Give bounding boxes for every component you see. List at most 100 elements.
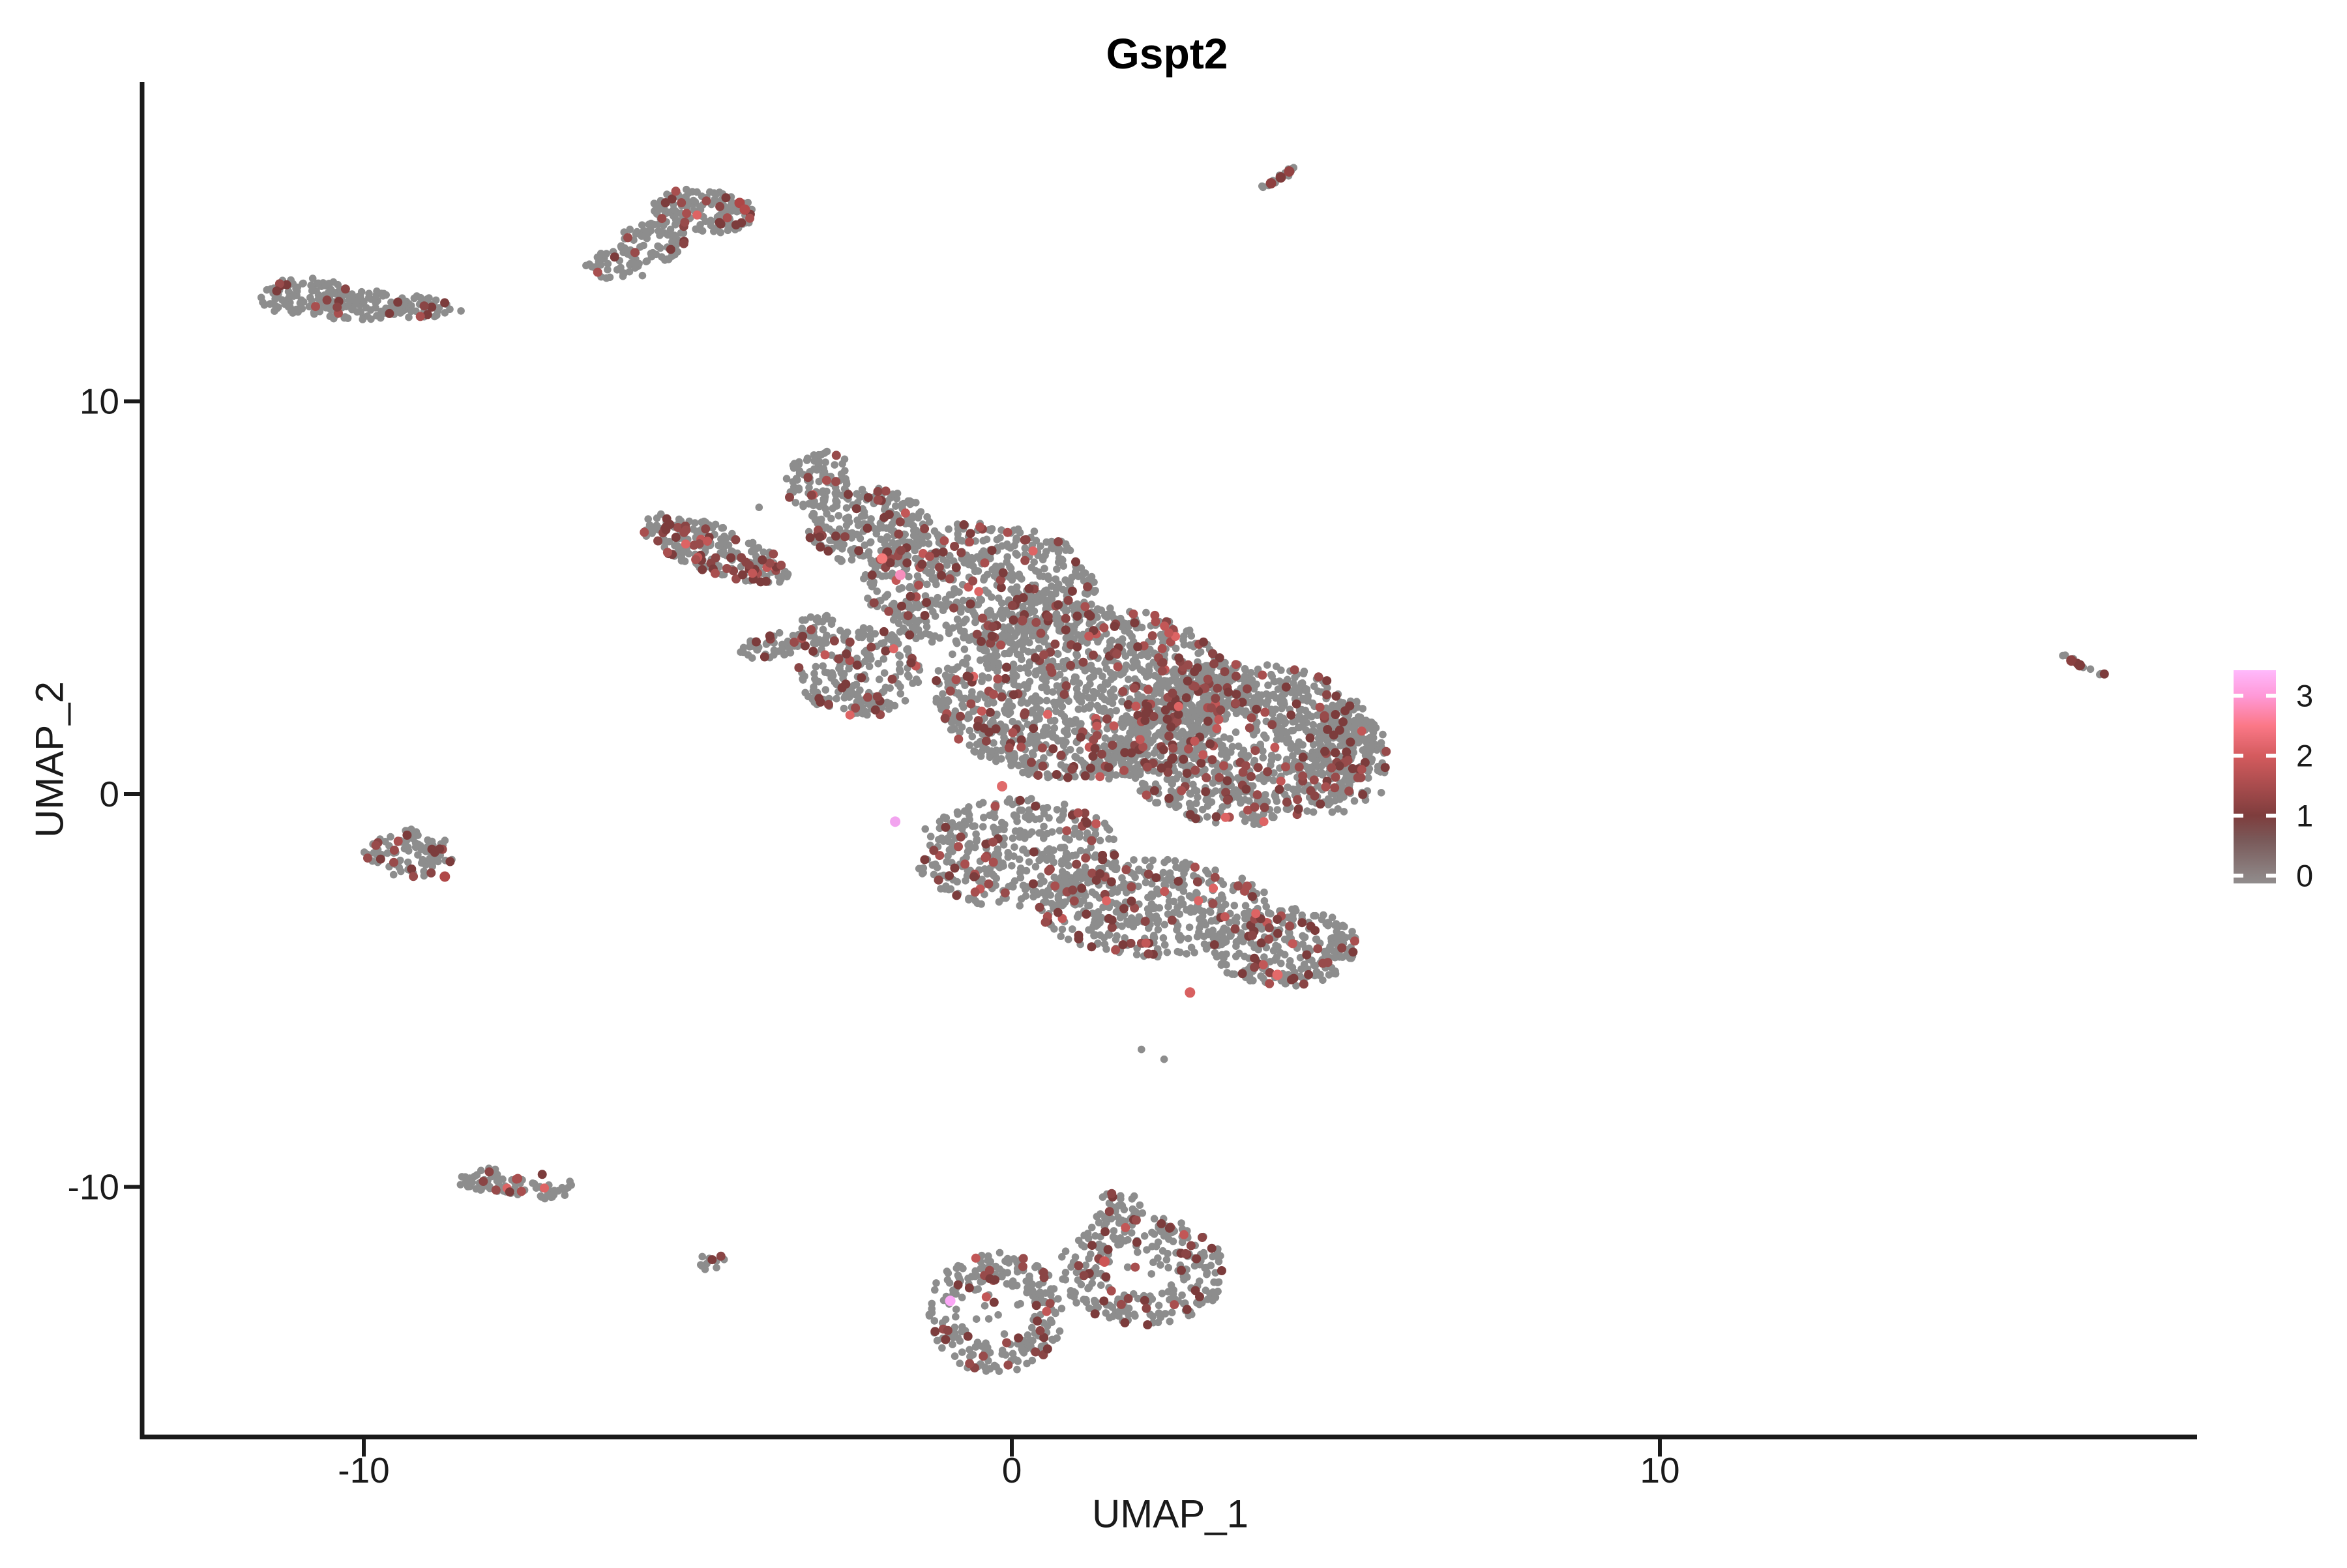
data-point — [1160, 934, 1168, 942]
data-point — [1155, 729, 1163, 737]
data-point — [1125, 675, 1132, 683]
data-point — [1292, 905, 1299, 913]
data-point — [1106, 931, 1114, 939]
data-point — [750, 544, 758, 552]
data-point — [1329, 808, 1336, 816]
data-point — [1177, 895, 1185, 903]
data-point — [1065, 836, 1073, 844]
data-point — [838, 460, 846, 468]
data-point — [1286, 915, 1294, 923]
data-point — [938, 1344, 946, 1352]
data-point — [1007, 762, 1015, 769]
data-point — [604, 266, 612, 274]
data-point — [1061, 877, 1069, 885]
data-point — [1318, 762, 1325, 770]
data-point — [1154, 799, 1162, 806]
data-point — [1168, 780, 1176, 788]
data-point — [778, 645, 786, 653]
data-point — [1067, 746, 1074, 754]
data-point — [1078, 875, 1085, 883]
data-point — [1060, 806, 1068, 814]
data-point — [928, 575, 936, 583]
data-point — [919, 539, 927, 547]
data-point — [1079, 692, 1087, 700]
data-point — [1142, 725, 1149, 733]
data-point — [1293, 745, 1301, 753]
data-point — [1005, 698, 1013, 705]
data-point — [720, 551, 728, 559]
data-point — [701, 1265, 709, 1273]
data-point — [776, 629, 784, 637]
data-point — [964, 848, 972, 856]
data-point — [692, 226, 700, 233]
data-point — [1309, 753, 1317, 761]
data-point — [675, 516, 683, 524]
data-point — [971, 897, 979, 905]
data-point — [945, 525, 952, 533]
data-point — [1064, 855, 1072, 863]
data-point — [1037, 542, 1044, 550]
data-point — [1106, 638, 1114, 646]
data-point — [1013, 1366, 1021, 1374]
data-point — [953, 878, 961, 886]
data-point — [1273, 797, 1281, 805]
data-point — [1118, 874, 1126, 882]
data-point — [1005, 543, 1012, 551]
data-point — [866, 625, 874, 633]
data-point — [1289, 964, 1297, 971]
data-point — [1176, 934, 1184, 941]
data-point — [873, 587, 881, 595]
data-point — [1161, 941, 1169, 949]
data-point — [425, 294, 433, 302]
data-point — [791, 460, 799, 467]
data-point — [1260, 953, 1268, 961]
data-point — [1031, 816, 1039, 823]
data-point — [953, 640, 961, 647]
data-point — [1016, 855, 1024, 863]
data-point — [1065, 862, 1072, 870]
data-point — [1284, 735, 1292, 743]
data-point — [964, 842, 972, 850]
data-point — [971, 822, 979, 830]
data-point — [914, 572, 922, 580]
data-point — [833, 695, 840, 703]
data-point — [1052, 734, 1060, 742]
data-point — [1299, 679, 1306, 687]
data-point — [865, 701, 873, 709]
data-point — [1246, 973, 1254, 981]
data-point — [698, 1253, 706, 1261]
data-point — [1041, 810, 1048, 818]
data-point — [944, 852, 952, 860]
data-point — [1194, 649, 1202, 657]
data-point — [1094, 605, 1102, 613]
data-point — [1057, 932, 1065, 940]
data-point — [1365, 774, 1372, 782]
data-point — [1223, 700, 1231, 708]
data-point — [843, 522, 851, 529]
data-point — [533, 1184, 540, 1192]
data-point — [1071, 773, 1079, 780]
data-point — [1040, 754, 1048, 762]
data-point — [954, 530, 962, 538]
data-point — [1333, 934, 1340, 941]
data-point — [1123, 621, 1131, 629]
data-point — [1059, 902, 1067, 910]
data-point — [1268, 756, 1276, 764]
data-point — [1044, 572, 1052, 580]
data-point — [984, 589, 992, 597]
data-point — [1098, 693, 1106, 701]
data-point — [367, 316, 375, 323]
data-point — [990, 823, 997, 831]
data-point — [1054, 650, 1062, 658]
data-point — [815, 451, 823, 459]
data-point — [1194, 706, 1202, 714]
data-point — [1037, 855, 1044, 863]
data-point — [1161, 921, 1169, 928]
data-point — [1353, 698, 1361, 705]
data-point — [1185, 935, 1192, 943]
data-point — [989, 717, 997, 725]
data-point — [657, 228, 665, 236]
data-point — [1103, 665, 1111, 673]
data-point — [823, 639, 831, 647]
data-point — [358, 288, 366, 296]
